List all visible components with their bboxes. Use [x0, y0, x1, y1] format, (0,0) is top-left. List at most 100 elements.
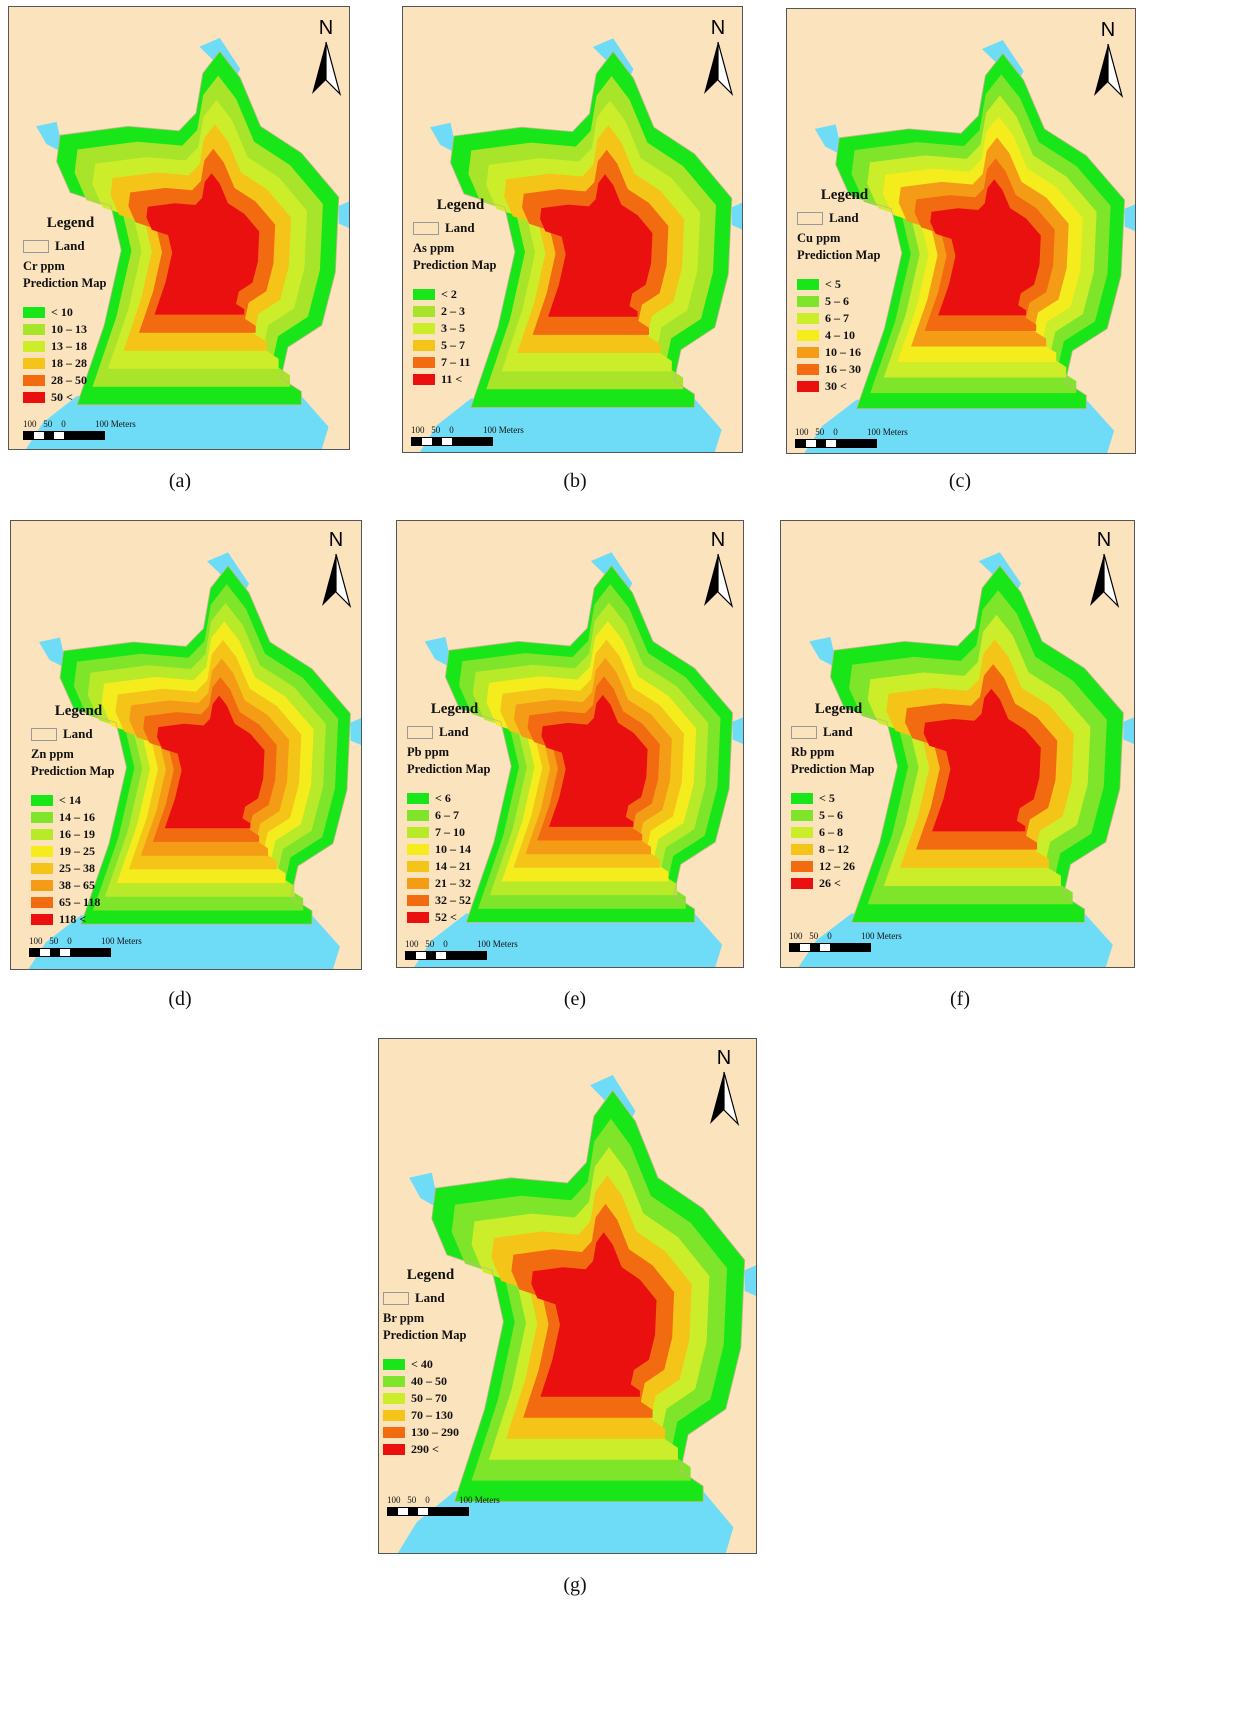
coastline: [829, 564, 1124, 923]
scale-graphic: [29, 948, 111, 957]
land-label: Land: [63, 726, 93, 741]
class-swatch: [23, 392, 45, 403]
legend-class: 5 – 7: [413, 337, 508, 354]
north-label: N: [1100, 19, 1116, 41]
scale-graphic: [411, 437, 493, 446]
concentration-zone: [157, 695, 265, 829]
legend-class: 16 – 30: [797, 361, 892, 378]
scale-labels: 100 50 0 100 Meters: [387, 1495, 500, 1505]
legend-class: < 5: [797, 276, 892, 293]
east-water: [732, 717, 743, 744]
legend-land: Land: [23, 238, 118, 254]
coastline: [56, 50, 340, 406]
class-swatch: [383, 1427, 405, 1438]
scale-bar: 100 50 0 100 Meters: [29, 936, 142, 957]
scale-bar: 100 50 0 100 Meters: [411, 425, 524, 446]
class-swatch: [791, 793, 813, 804]
prediction-map: [28, 552, 361, 969]
class-swatch: [31, 863, 53, 874]
class-swatch: [791, 827, 813, 838]
legend-class: 14 – 21: [407, 858, 502, 875]
north-arrow-icon: N: [707, 1047, 741, 1131]
map-legend: Legend Land Br ppm Prediction Map < 40 40 – 5…: [383, 1267, 478, 1458]
legend-title: Legend: [430, 701, 479, 717]
class-label: 8 – 12: [819, 842, 849, 856]
panel-caption: (f): [950, 988, 970, 1010]
prediction-map: [414, 552, 743, 967]
class-label: 4 – 10: [825, 328, 855, 342]
map-panel-b: N Legend Land As ppm Prediction Map < 2 2 – 3 3…: [402, 6, 743, 453]
scale-bar: 100 50 0 100 Meters: [23, 419, 136, 440]
concentration-zone: [146, 173, 260, 315]
legend-element-title: Cu ppm Prediction Map: [797, 231, 881, 262]
legend-title: Legend: [46, 215, 95, 231]
map-legend: Legend Land Rb ppm Prediction Map < 5 5 – 6 6 …: [791, 701, 886, 892]
map-panel-g: N Legend Land Br ppm Prediction Map < 40 40 – …: [378, 1038, 757, 1554]
legend-class: 18 – 28: [23, 355, 118, 372]
concentration-zone: [531, 1232, 657, 1397]
legend-element-title: Cr ppm Prediction Map: [23, 259, 107, 290]
class-label: 50 – 70: [411, 1391, 447, 1405]
north-arrow-icon: N: [1087, 529, 1121, 613]
legend-class: 25 – 38: [31, 860, 126, 877]
land-swatch: [31, 727, 57, 741]
legend-land: Land: [413, 220, 508, 236]
class-label: < 14: [59, 793, 81, 807]
class-swatch: [407, 844, 429, 855]
land-label: Land: [439, 724, 469, 739]
class-swatch: [413, 289, 435, 300]
class-swatch: [31, 897, 53, 908]
north-arrow-icon: N: [1091, 19, 1125, 103]
class-swatch: [797, 364, 819, 375]
class-swatch: [797, 381, 819, 392]
panel-caption: (b): [563, 470, 587, 492]
legend-class: 3 – 5: [413, 320, 508, 337]
map-panel-e: N Legend Land Pb ppm Prediction Map < 6 6 – 7 7…: [396, 520, 744, 968]
map-panel-d: N Legend Land Zn ppm Prediction Map < 14 14 – …: [10, 520, 362, 970]
land-label: Land: [829, 210, 859, 225]
legend-class: 38 – 65: [31, 877, 126, 894]
legend-class: 2 – 3: [413, 303, 508, 320]
class-label: 14 – 16: [59, 810, 95, 824]
class-label: 26 <: [819, 876, 841, 890]
north-label: N: [716, 1047, 732, 1069]
legend-class: 26 <: [791, 875, 886, 892]
legend-class: 28 – 50: [23, 372, 118, 389]
legend-class: 7 – 11: [413, 354, 508, 371]
legend-class: 30 <: [797, 378, 892, 395]
inlet-water: [424, 637, 453, 669]
legend-class: < 14: [31, 792, 126, 809]
map-legend: Legend Land As ppm Prediction Map < 2 2 – 3 3 …: [413, 197, 508, 388]
land-swatch: [383, 1291, 409, 1305]
class-swatch: [407, 912, 429, 923]
class-swatch: [791, 878, 813, 889]
class-swatch: [797, 279, 819, 290]
class-label: 10 – 14: [435, 842, 471, 856]
land-swatch: [791, 725, 817, 739]
sea-area: [414, 913, 723, 967]
legend-class: 7 – 10: [407, 824, 502, 841]
panel-caption: (e): [563, 988, 587, 1010]
class-label: < 5: [819, 791, 835, 805]
concentration-zone: [930, 179, 1041, 316]
legend-class: 21 – 32: [407, 875, 502, 892]
legend-class: < 10: [23, 304, 118, 321]
legend-class: 5 – 6: [797, 293, 892, 310]
class-label: 30 <: [825, 379, 847, 393]
land-swatch: [23, 239, 49, 253]
legend-class: 5 – 6: [791, 807, 886, 824]
legend-land: Land: [383, 1290, 478, 1306]
legend-class: 11 <: [413, 371, 508, 388]
coastline: [450, 50, 733, 408]
class-label: 13 – 18: [51, 339, 87, 353]
class-swatch: [23, 341, 45, 352]
class-label: 38 – 65: [59, 878, 95, 892]
map-legend: Legend Land Cu ppm Prediction Map < 5 5 – 6 6 …: [797, 187, 892, 395]
legend-class: 52 <: [407, 909, 502, 926]
legend-class: 12 – 26: [791, 858, 886, 875]
sea-area: [397, 1491, 734, 1553]
class-label: 25 – 38: [59, 861, 95, 875]
legend-class: 16 – 19: [31, 826, 126, 843]
panel-caption: (c): [948, 470, 972, 492]
class-swatch: [31, 812, 53, 823]
